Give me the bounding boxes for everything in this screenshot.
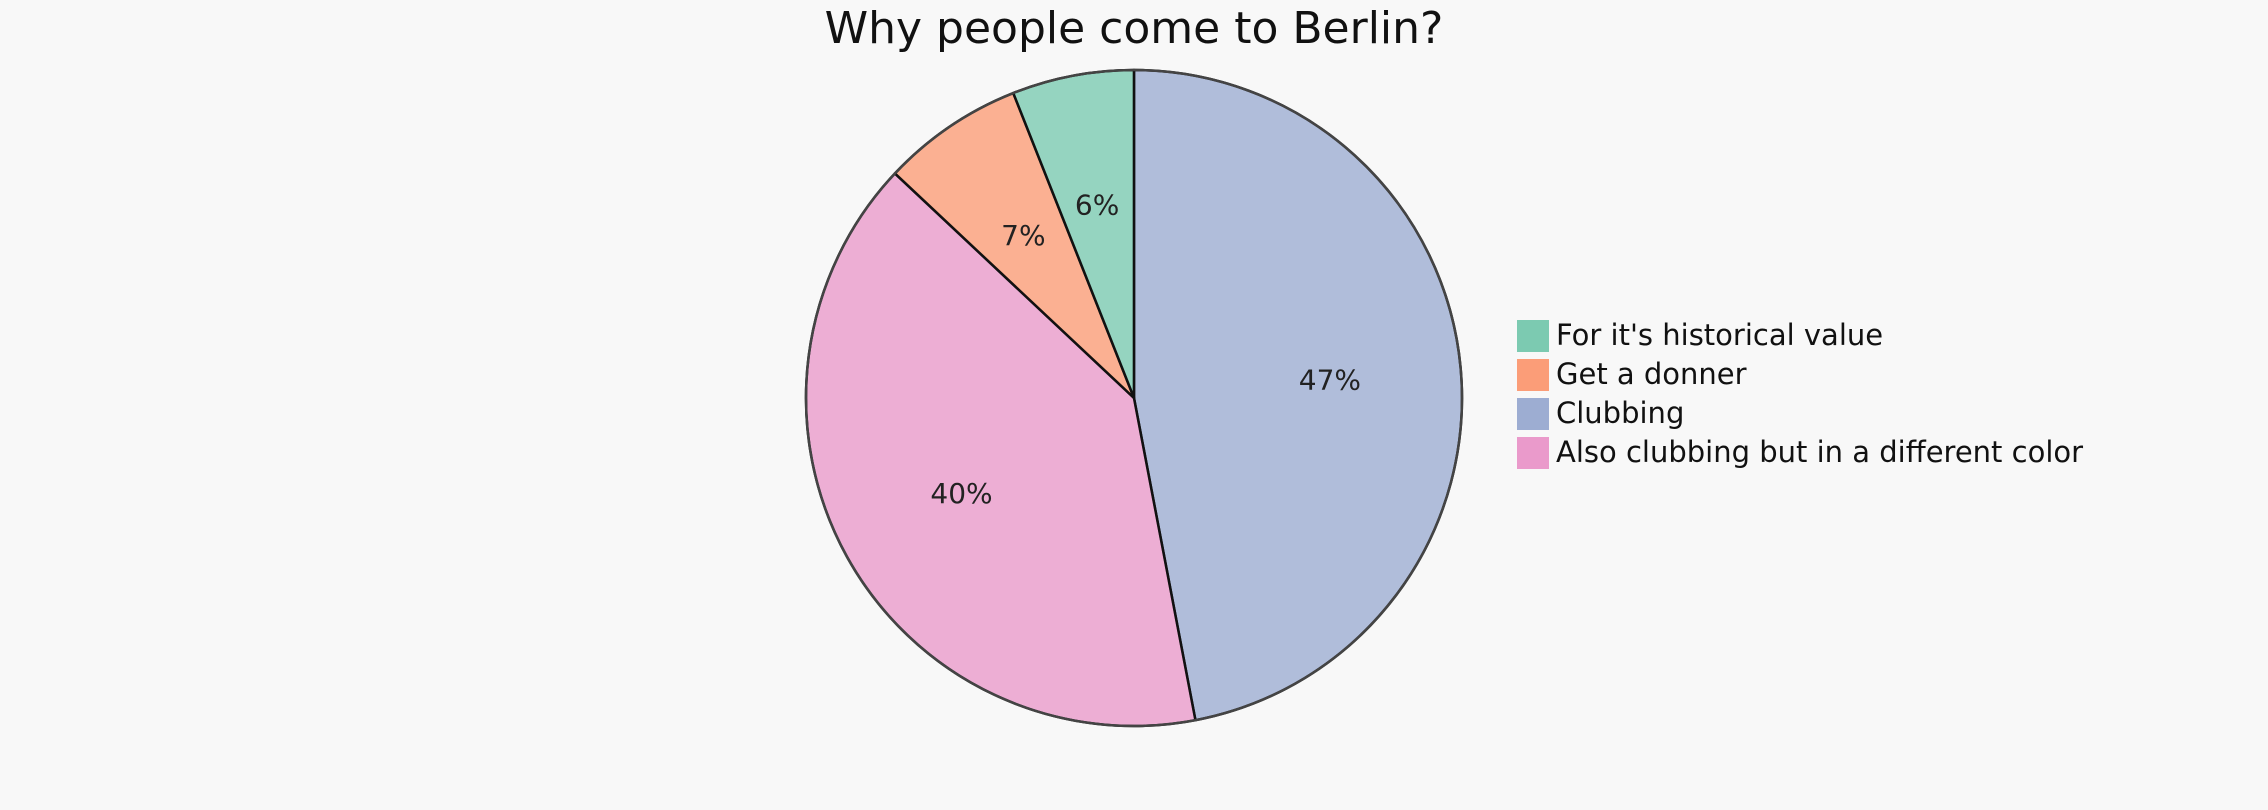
legend-label: Get a donner: [1556, 357, 1747, 391]
slice-value-label: 7%: [1001, 219, 1045, 252]
legend-swatch: [1517, 437, 1549, 469]
legend-swatch: [1517, 320, 1549, 352]
legend-swatch: [1517, 398, 1549, 430]
legend-label: For it's historical value: [1556, 318, 1883, 352]
pie-outline: [804, 68, 1464, 728]
pie: 47% 40% 7% 6%: [804, 68, 1464, 728]
chart-title: Why people come to Berlin?: [825, 3, 1444, 54]
legend-swatch: [1517, 359, 1549, 391]
legend-label: Also clubbing but in a different color: [1556, 435, 2083, 469]
slice-value-label: 47%: [1299, 363, 1361, 396]
legend: For it's historical value Get a donner Clu…: [1517, 318, 2083, 469]
legend-label: Clubbing: [1556, 396, 1684, 430]
slice-value-label: 40%: [930, 477, 992, 510]
slice-value-label: 6%: [1075, 189, 1119, 222]
